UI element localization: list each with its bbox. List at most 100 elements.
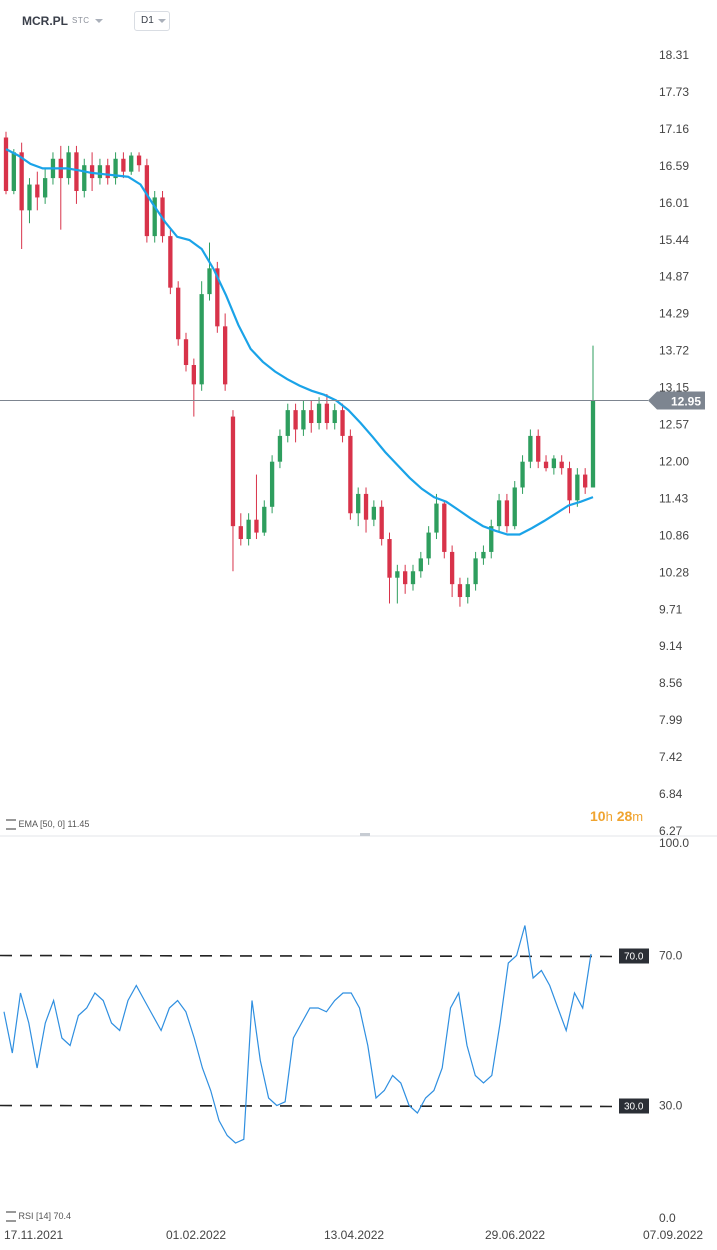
candle-body [309,410,314,424]
candle-body [269,461,275,507]
candle-body [403,571,408,585]
candle-body [395,571,400,578]
candle-body [3,137,9,191]
candle-body [528,435,533,462]
candle-body [113,158,118,179]
rsi-indicator-legend[interactable]: RSI [14] 70.4 [6,1211,71,1223]
time-axis-tick: 17.11.2021 [4,1228,63,1242]
stc-label[interactable]: STC [72,16,90,25]
candle-body [230,416,236,527]
chevron-down-icon[interactable] [95,19,103,23]
candle-body [356,493,361,514]
candle-body [176,287,181,340]
price-axis-tick: 7.42 [659,750,683,764]
candle-body [207,268,212,295]
price-axis-tick: 11.43 [659,491,688,505]
candle-body [222,326,228,385]
candle-body [191,365,196,385]
candle-body [121,158,126,172]
chevron-down-icon [158,19,166,23]
indicator-menu-icon[interactable] [6,819,16,831]
price-axis-tick: 13.15 [659,381,689,395]
rsi-level-line [0,1104,617,1108]
candle-body [363,493,369,520]
indicator-menu-icon[interactable] [6,1211,16,1223]
price-axis-tick: 10.86 [659,528,689,542]
candle-body [348,435,353,514]
candle-body [19,152,24,211]
countdown-hours-unit: h [605,809,613,824]
candle-body [590,400,596,488]
countdown-minutes: 28 [616,808,633,824]
time-axis-tick: 13.04.2022 [324,1228,384,1242]
price-axis-tick: 8.56 [659,676,683,690]
rsi-level-line [0,954,617,958]
timeframe-value: D1 [141,15,154,26]
price-axis-tick: 12.00 [659,454,689,468]
candle-body [418,558,423,572]
rsi-level-badge [619,948,649,964]
price-axis-tick: 9.14 [659,639,683,653]
chart-toolbar: MCR.PL STC D1 [0,0,717,44]
rsi-axis-tick: 70.0 [659,949,683,963]
candle-body [11,152,16,191]
candle-body [89,165,95,179]
candle-body [254,519,259,533]
time-axis-tick: 29.06.2022 [485,1228,545,1242]
rsi-level-label: 30.0 [624,1102,644,1113]
candle-body [215,268,220,327]
candle-body [66,152,71,179]
candle-body [473,558,478,585]
countdown-minutes-unit: m [632,809,644,824]
candle-body [567,468,572,501]
rsi-level-label: 70.0 [624,952,644,963]
price-axis-tick: 16.01 [659,196,689,210]
candle-body [152,197,157,237]
ema-line [5,148,594,536]
rsi-level-badge [619,1098,649,1114]
candle-body [426,532,431,559]
candle-body [246,519,251,540]
ema-indicator-legend[interactable]: EMA [50, 0] 11.45 [6,819,90,831]
candle-body [457,584,463,598]
symbol-name[interactable]: MCR.PL [22,14,68,28]
candle-body [434,503,439,533]
candle-body [277,435,283,462]
candle-body [332,410,337,424]
candle-body [449,551,455,585]
candle-body [559,461,564,469]
candle-body [575,474,580,501]
price-axis-tick: 6.27 [659,824,683,838]
candle-body [293,410,298,430]
price-axis-tick: 13.72 [659,344,689,358]
timeframe-selector[interactable]: D1 [134,11,170,31]
price-axis-tick: 6.84 [659,787,683,801]
candle-body [35,184,40,198]
candle-body [199,294,204,385]
candle-body [324,403,330,424]
candle-body [512,487,517,527]
price-axis-tick: 16.59 [659,159,689,173]
candle-body [543,461,549,469]
rsi-axis-tick: 0.0 [659,1211,676,1225]
candle-body [410,571,416,585]
candle-body [97,165,103,179]
candle-body [371,506,377,520]
candle-body [481,551,486,559]
ema-label: EMA [50, 0] 11.45 [18,819,90,829]
candle-body [129,155,134,172]
candle-body [536,435,541,462]
candle-body [583,474,588,488]
rsi-axis-tick: 30.0 [659,1099,683,1113]
candle-body [301,410,306,430]
rsi-axis-tick: 100.0 [659,836,689,850]
candle-body [442,503,447,552]
candle-body [42,178,48,198]
price-axis-tick: 12.57 [659,418,689,432]
candle-body [262,506,267,533]
candle-body [520,461,525,488]
candle-body [316,403,322,424]
current-price-badge [648,391,705,410]
candle-body [387,539,392,578]
